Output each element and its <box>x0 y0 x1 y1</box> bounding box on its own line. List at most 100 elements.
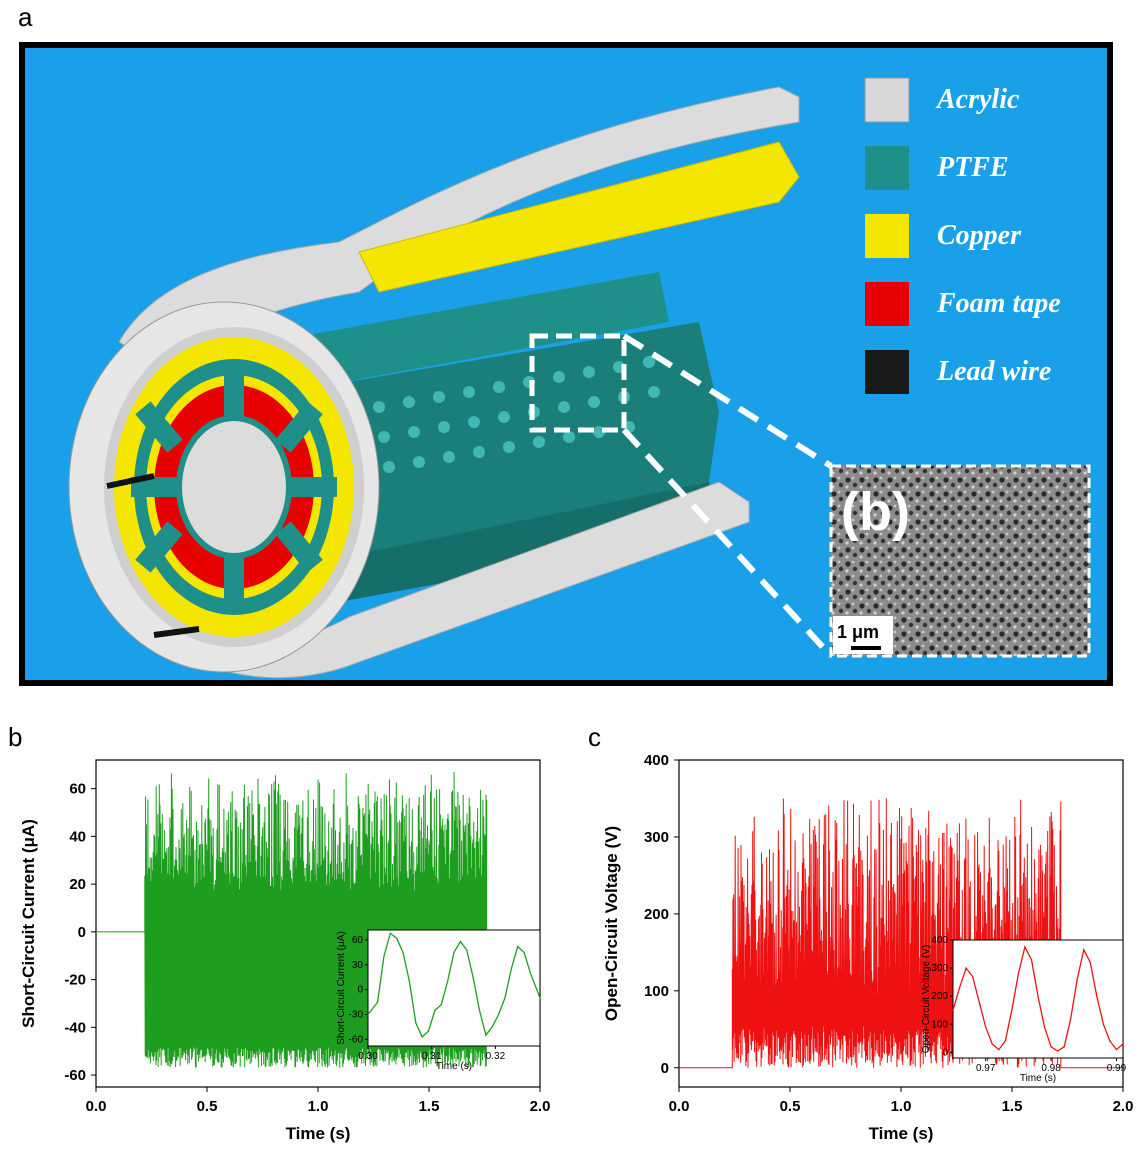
chart-open-circuit-voltage: 0.0 0.5 1.0 1.5 2.0 0 100 200 300 400 Time (s) Open… <box>602 752 1133 1143</box>
inset-point <box>466 949 468 951</box>
y-tick-label: 200 <box>644 906 669 923</box>
inset-point <box>1083 949 1085 951</box>
lead-wire-upper <box>106 473 155 489</box>
scale-bar-label: 1 μm <box>837 622 879 642</box>
inset-point <box>523 951 525 953</box>
x-axis-title: Time (s) <box>869 1124 934 1143</box>
inset-point <box>998 1048 1000 1051</box>
svg-text:PTFE: PTFE <box>936 152 1009 183</box>
inset-y-tick-label: 300 <box>931 963 948 974</box>
copper-upper <box>358 141 800 293</box>
inset-point <box>497 1013 500 1016</box>
inset-point <box>440 1003 442 1006</box>
inset-y-tick-label: 60 <box>352 935 364 946</box>
legend: Acrylic PTFE Copper Foam tape Lead wire <box>864 77 1061 394</box>
inset-point <box>517 945 519 948</box>
inset-y-tick-label: 30 <box>352 960 364 971</box>
inset-y-tick-label: 0 <box>357 985 363 996</box>
x-tick-label: 1.5 <box>419 1098 440 1115</box>
x-tick-label: 1.0 <box>308 1098 329 1115</box>
inset-frame <box>367 929 541 1047</box>
x-tick-label: 1.0 <box>891 1098 912 1115</box>
end-cap-segments <box>114 337 354 637</box>
inset-point <box>510 968 512 970</box>
inset-x-tick-label: 0.31 <box>422 1051 442 1062</box>
legend-item-acrylic: Acrylic <box>864 77 1020 123</box>
sem-label: (b) <box>841 482 910 542</box>
inset-point <box>539 997 541 999</box>
x-tick-label: 0.0 <box>669 1098 690 1115</box>
inset-point <box>402 951 404 953</box>
y-tick-label: 400 <box>644 752 669 769</box>
inset-point <box>434 1009 436 1011</box>
inset-y-tick-label: 0 <box>942 1047 948 1058</box>
inset-point <box>396 937 398 939</box>
inset-point <box>529 972 532 974</box>
ptfe-dotted-surface <box>343 356 660 478</box>
legend-item-copper: Copper <box>865 214 1022 258</box>
zoom-line-lower <box>621 427 834 659</box>
inset-point <box>1024 946 1026 948</box>
zoom-box <box>529 333 627 433</box>
inset-point <box>485 1034 487 1036</box>
inset-y-tick-label: 100 <box>931 1019 948 1030</box>
inset-y-tick-label: 400 <box>931 935 948 946</box>
inset-point <box>978 1001 980 1003</box>
panel-label-b: b <box>8 722 23 752</box>
y-axis-title: Short-Circuit Current (μA) <box>19 819 38 1028</box>
inset-point <box>367 1013 369 1016</box>
legend-item-ptfe: PTFE <box>865 146 1009 190</box>
x-axis-title: Time (s) <box>286 1124 351 1143</box>
teng-schematic-diagram: (b) 1 μm Acrylic PTFE Copper Foam tape L… <box>19 42 1113 686</box>
inset-point <box>459 941 461 943</box>
inset-point <box>958 987 961 989</box>
inset-point <box>1057 1050 1059 1052</box>
inset-x-tick-label: 0.99 <box>1107 1063 1127 1074</box>
y-tick-label: 0 <box>78 924 86 941</box>
x-tick-label: 2.0 <box>530 1098 551 1115</box>
inset-y-axis-title: Open-Circuit Voltage (V) <box>921 945 932 1053</box>
inset-point <box>1070 1018 1072 1020</box>
inset-point <box>991 1043 993 1045</box>
inset-point <box>415 1022 417 1024</box>
y-tick-label: 300 <box>644 829 669 846</box>
inset-point <box>1030 959 1033 961</box>
inset-point <box>453 951 455 953</box>
inset-point <box>1102 1023 1104 1025</box>
inset-x-axis-title: Time (s) <box>436 1061 472 1072</box>
inset-point <box>389 932 391 934</box>
y-tick-label: -40 <box>64 1019 86 1036</box>
inset-point <box>408 980 411 982</box>
panel-label-a: a <box>18 2 33 32</box>
inset-point <box>1004 1040 1006 1042</box>
inset-point <box>972 975 974 978</box>
inset-point <box>965 967 967 969</box>
inset-point <box>1109 1040 1111 1042</box>
inset-x-tick-label: 0.98 <box>1041 1063 1061 1074</box>
inset-point <box>504 997 506 999</box>
legend-item-foam-tape: Foam tape <box>865 282 1061 326</box>
x-tick-label: 0.0 <box>86 1098 107 1115</box>
y-tick-label: 100 <box>644 983 669 1000</box>
svg-text:Acrylic: Acrylic <box>935 84 1020 115</box>
y-tick-label: 20 <box>69 876 86 893</box>
svg-text:Lead wire: Lead wire <box>936 356 1051 387</box>
inset-point <box>1089 961 1091 964</box>
inset-point <box>1063 1046 1065 1048</box>
inset-x-axis-title: Time (s) <box>1020 1073 1056 1084</box>
panel-label-c: c <box>588 722 601 752</box>
y-tick-label: -60 <box>64 1067 86 1084</box>
y-tick-label: 60 <box>69 781 86 798</box>
inset-y-tick-label: -30 <box>349 1010 364 1021</box>
inset-frame <box>952 939 1124 1059</box>
inset-point <box>1011 1009 1013 1011</box>
inset-y-tick-label: -60 <box>349 1034 364 1045</box>
x-tick-label: 0.5 <box>780 1098 801 1115</box>
inset-point <box>952 1009 954 1011</box>
inset-point <box>1115 1048 1118 1051</box>
y-axis-title: Open-Circuit Voltage (V) <box>602 826 621 1021</box>
inset-x-tick-label: 0.97 <box>976 1063 996 1074</box>
x-tick-label: 1.5 <box>1002 1098 1023 1115</box>
acrylic-upper-shell <box>118 86 800 373</box>
y-tick-label: 40 <box>69 828 86 845</box>
